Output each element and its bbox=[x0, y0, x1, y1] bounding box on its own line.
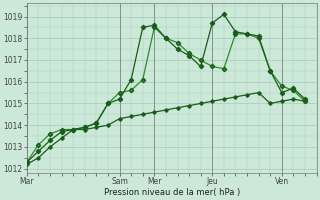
X-axis label: Pression niveau de la mer( hPa ): Pression niveau de la mer( hPa ) bbox=[104, 188, 240, 197]
